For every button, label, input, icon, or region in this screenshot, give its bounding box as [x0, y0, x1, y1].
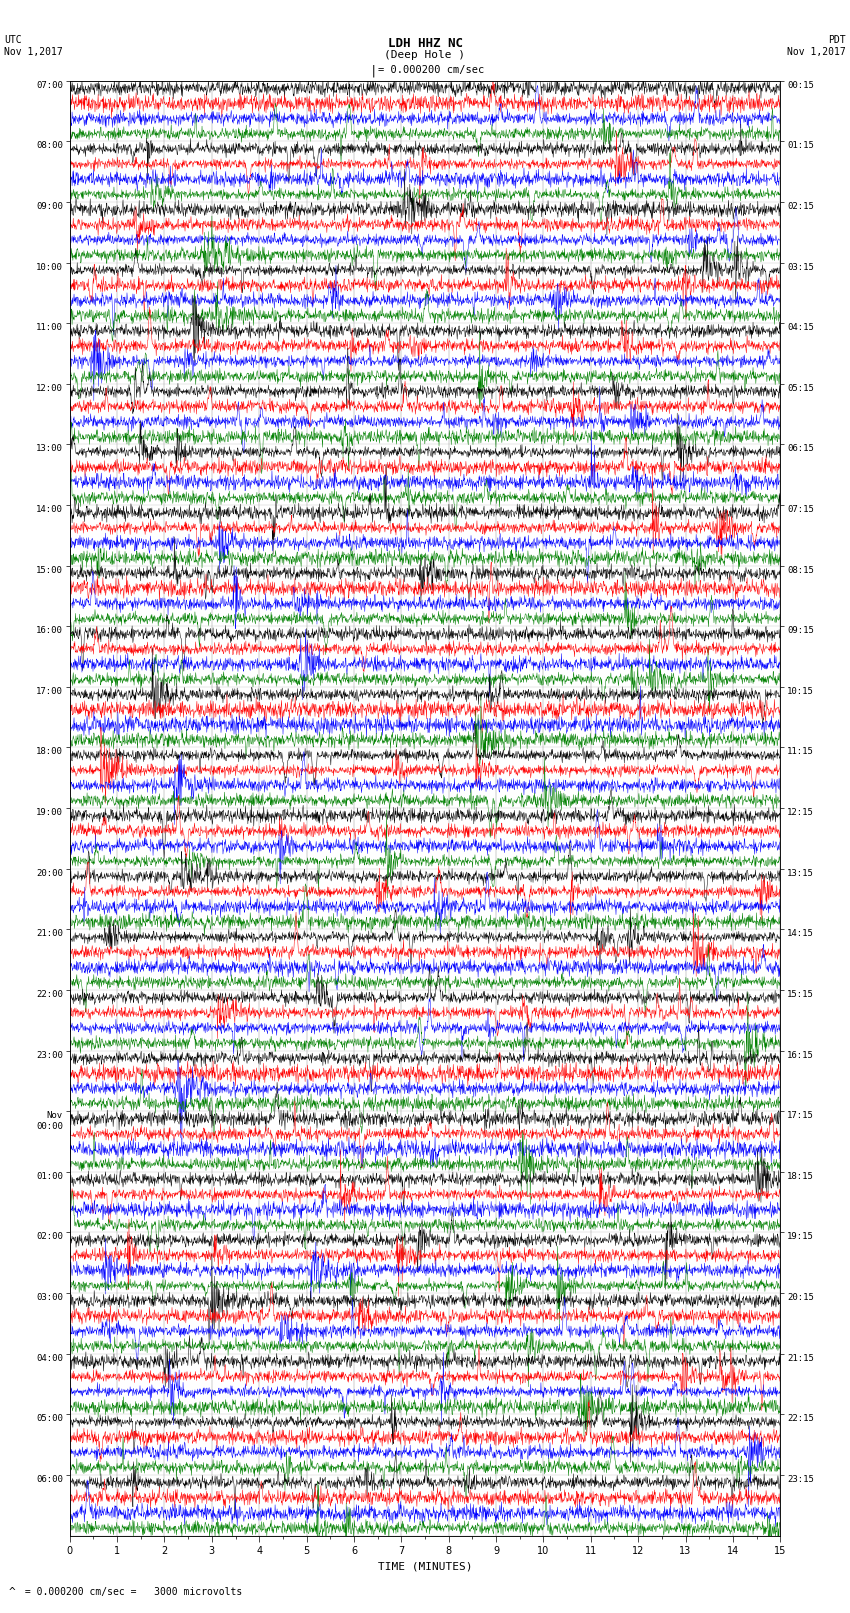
X-axis label: TIME (MINUTES): TIME (MINUTES) [377, 1561, 473, 1571]
Text: = 0.000200 cm/sec: = 0.000200 cm/sec [378, 65, 484, 74]
Text: UTC
Nov 1,2017: UTC Nov 1,2017 [4, 35, 63, 56]
Text: |: | [370, 65, 377, 77]
Text: = 0.000200 cm/sec =   3000 microvolts: = 0.000200 cm/sec = 3000 microvolts [19, 1587, 242, 1597]
Text: (Deep Hole ): (Deep Hole ) [384, 50, 466, 60]
Text: ^: ^ [8, 1587, 15, 1597]
Text: LDH HHZ NC: LDH HHZ NC [388, 37, 462, 50]
Text: PDT
Nov 1,2017: PDT Nov 1,2017 [787, 35, 846, 56]
